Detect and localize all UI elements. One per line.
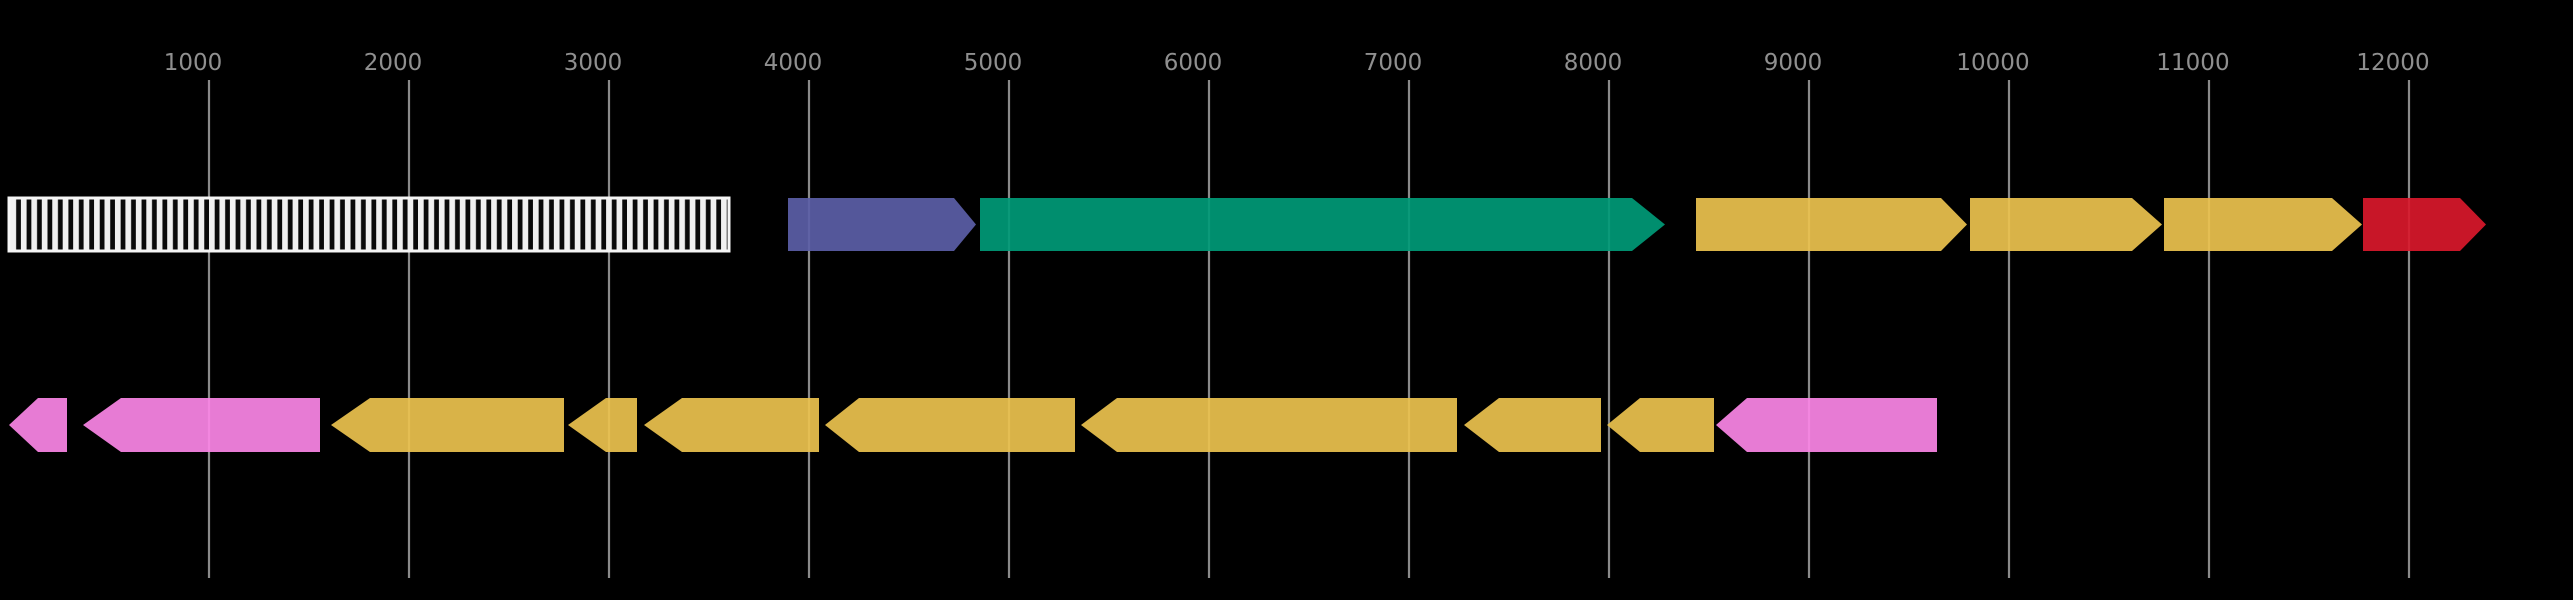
axis-tick-label: 6000: [1164, 50, 1223, 76]
gene-arrow-yellow-left: [568, 398, 637, 452]
gene-arrow-yellow-left: [1464, 398, 1601, 452]
axis-tick-label: 5000: [964, 50, 1023, 76]
gene-arrow-yellow-left: [1081, 398, 1457, 452]
axis-tick-label: 9000: [1764, 50, 1823, 76]
gene-arrow-green-right: [980, 198, 1665, 251]
axis-tick-label: 2000: [364, 50, 423, 76]
axis-tick-label: 4000: [764, 50, 823, 76]
gene-arrow-purple-right: [788, 198, 976, 251]
axis-tick-label: 3000: [564, 50, 623, 76]
track-forward-strand: [7, 196, 2486, 253]
axis-tick-label: 8000: [1564, 50, 1623, 76]
hatched-region-feature: [7, 196, 731, 253]
axis-tick-label: 12000: [2356, 50, 2429, 76]
axis-tick-label: 7000: [1364, 50, 1423, 76]
gene-arrow-pink-left: [1716, 398, 1937, 452]
gene-arrow-yellow-right: [1970, 198, 2162, 251]
gene-arrow-pink-left: [83, 398, 320, 452]
gene-arrow-red-right: [2363, 198, 2486, 251]
gene-arrow-yellow-left: [1607, 398, 1714, 452]
axis-ruler: 1000 2000 3000 4000 5000 6000 7000 8000 9000 1000…: [164, 50, 2430, 578]
axis-tick-label: 10000: [1956, 50, 2029, 76]
gene-arrow-yellow-right: [2164, 198, 2362, 251]
axis-tick-label: 11000: [2156, 50, 2229, 76]
track-reverse-strand: [9, 398, 1937, 452]
gene-arrow-yellow-left: [331, 398, 564, 452]
gene-arrow-yellow-right: [1696, 198, 1967, 251]
gene-arrow-yellow-left: [825, 398, 1075, 452]
gene-arrow-yellow-left: [644, 398, 819, 452]
axis-tick-label: 1000: [164, 50, 223, 76]
gene-arrow-pink-left: [9, 398, 67, 452]
